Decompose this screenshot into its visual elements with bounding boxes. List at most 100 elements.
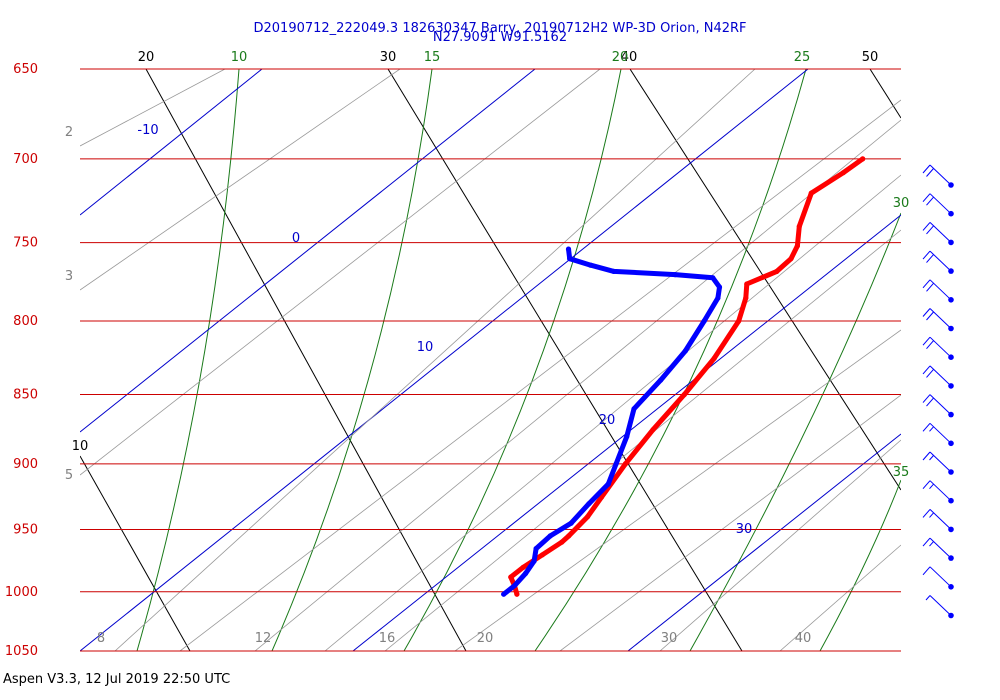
mixing-ratio-label: 16	[379, 631, 396, 646]
mixing-ratio-line	[779, 544, 901, 651]
moist-adiabat-label: 0	[292, 231, 300, 246]
wind-barb	[922, 566, 954, 590]
mixing-ratio-label: 2	[65, 125, 73, 140]
dry-adiabat-line	[271, 69, 433, 651]
temperature-point	[598, 494, 605, 500]
wind-barb-flag	[922, 279, 931, 289]
wind-barb-flag	[926, 397, 934, 407]
dry-adiabat-label: 35	[893, 465, 910, 480]
dewpoint-point	[611, 268, 617, 274]
isotherm-label: 50	[862, 50, 879, 65]
dewpoint-point	[701, 318, 707, 324]
isotherm-label: 30	[380, 50, 397, 65]
dewpoint-point	[658, 377, 664, 383]
wind-barb-staff	[929, 595, 952, 616]
pressure-tick-label: 650	[13, 62, 38, 77]
temperature-point	[508, 574, 514, 580]
wind-barb-flag	[926, 340, 934, 350]
wind-barb	[922, 222, 954, 246]
dewpoint-point	[565, 246, 572, 252]
mixing-ratio-line	[80, 69, 601, 476]
wind-barb-flag	[922, 193, 931, 203]
wind-barb-half-flag	[929, 426, 934, 432]
wind-barb-staff	[929, 566, 952, 588]
moist-adiabat-label: 30	[736, 522, 753, 537]
isotherm-label: 10	[72, 439, 89, 454]
wind-barb	[922, 509, 954, 533]
wind-barb-flag	[922, 509, 931, 518]
isotherm-line	[869, 69, 901, 119]
dewpoint-point	[672, 272, 678, 278]
dewpoint-point	[587, 262, 594, 268]
wind-barb-flag	[922, 451, 931, 461]
dry-adiabat-line	[534, 69, 807, 651]
temperature-point	[559, 539, 565, 545]
wind-barb	[922, 336, 954, 361]
wind-barb	[925, 595, 954, 619]
wind-barb	[922, 308, 954, 332]
temperature-point	[514, 591, 520, 597]
dry-adiabats	[136, 69, 901, 651]
wind-barb-flag	[922, 422, 931, 432]
dry-adiabat-label: 25	[794, 50, 811, 65]
temperature-point	[585, 514, 591, 520]
dewpoint-point	[568, 520, 574, 526]
temperature-point	[744, 281, 750, 287]
wind-barb-half-flag	[929, 483, 934, 490]
wind-barb	[922, 365, 954, 389]
wind-barb-staff	[929, 451, 952, 473]
pressure-tick-label: 850	[13, 388, 38, 403]
mixing-ratio-line	[454, 329, 901, 651]
mixing-ratio-label: 20	[477, 631, 494, 646]
wind-barb-staff	[929, 193, 952, 215]
wind-barb-flag	[922, 537, 931, 547]
dewpoint-point	[716, 284, 723, 290]
wind-barb-half-flag	[929, 512, 934, 518]
isotherms	[80, 69, 901, 651]
mixing-ratio-label: 5	[65, 468, 73, 483]
wind-barb-flag	[922, 250, 931, 260]
mixing-ratio-label: 40	[795, 631, 812, 646]
dewpoint-point	[605, 481, 611, 487]
isotherm-label: 20	[138, 50, 155, 65]
pressure-tick-label: 900	[13, 457, 38, 472]
pressure-tick-label: 1000	[5, 585, 38, 600]
dry-adiabat-line	[136, 69, 240, 651]
wind-barb-staff	[929, 336, 952, 358]
dewpoint-point	[682, 348, 688, 354]
moist-adiabat-line	[80, 69, 809, 651]
wind-barb-flag	[922, 566, 931, 576]
wind-barb	[922, 193, 954, 217]
wind-barb-flag	[922, 394, 931, 403]
wind-barb-staff	[929, 365, 952, 387]
wind-barb-staff	[929, 537, 952, 559]
moist-adiabat-label: 20	[599, 413, 616, 428]
temperature-point	[622, 461, 629, 467]
wind-barb	[922, 250, 954, 274]
dry-adiabat-line	[403, 69, 622, 651]
dewpoint-point	[531, 558, 537, 564]
dry-adiabat-label: 30	[893, 196, 910, 211]
mixing-ratio-line	[114, 69, 756, 651]
wind-barb-half-flag	[929, 455, 934, 461]
dewpoint-point	[533, 546, 539, 552]
wind-barb-flag	[922, 336, 931, 346]
wind-barb	[922, 451, 954, 475]
wind-barb-staff	[929, 509, 952, 530]
dry-adiabat-line	[819, 479, 901, 651]
dry-adiabat-label: 20	[612, 50, 629, 65]
wind-barb-flag	[922, 222, 931, 231]
wind-barb	[922, 480, 954, 504]
wind-barb-flag	[926, 196, 934, 206]
wind-barb-staff	[929, 394, 952, 415]
moist-adiabat-line	[80, 69, 263, 216]
mixing-ratio-line	[559, 394, 901, 651]
wind-barb-staff	[929, 480, 952, 502]
wind-barb-staff	[929, 279, 952, 301]
temperature-point	[788, 256, 794, 262]
dewpoint-point	[586, 501, 592, 507]
wind-barb-flag	[922, 365, 931, 375]
dewpoint-point	[631, 406, 637, 412]
